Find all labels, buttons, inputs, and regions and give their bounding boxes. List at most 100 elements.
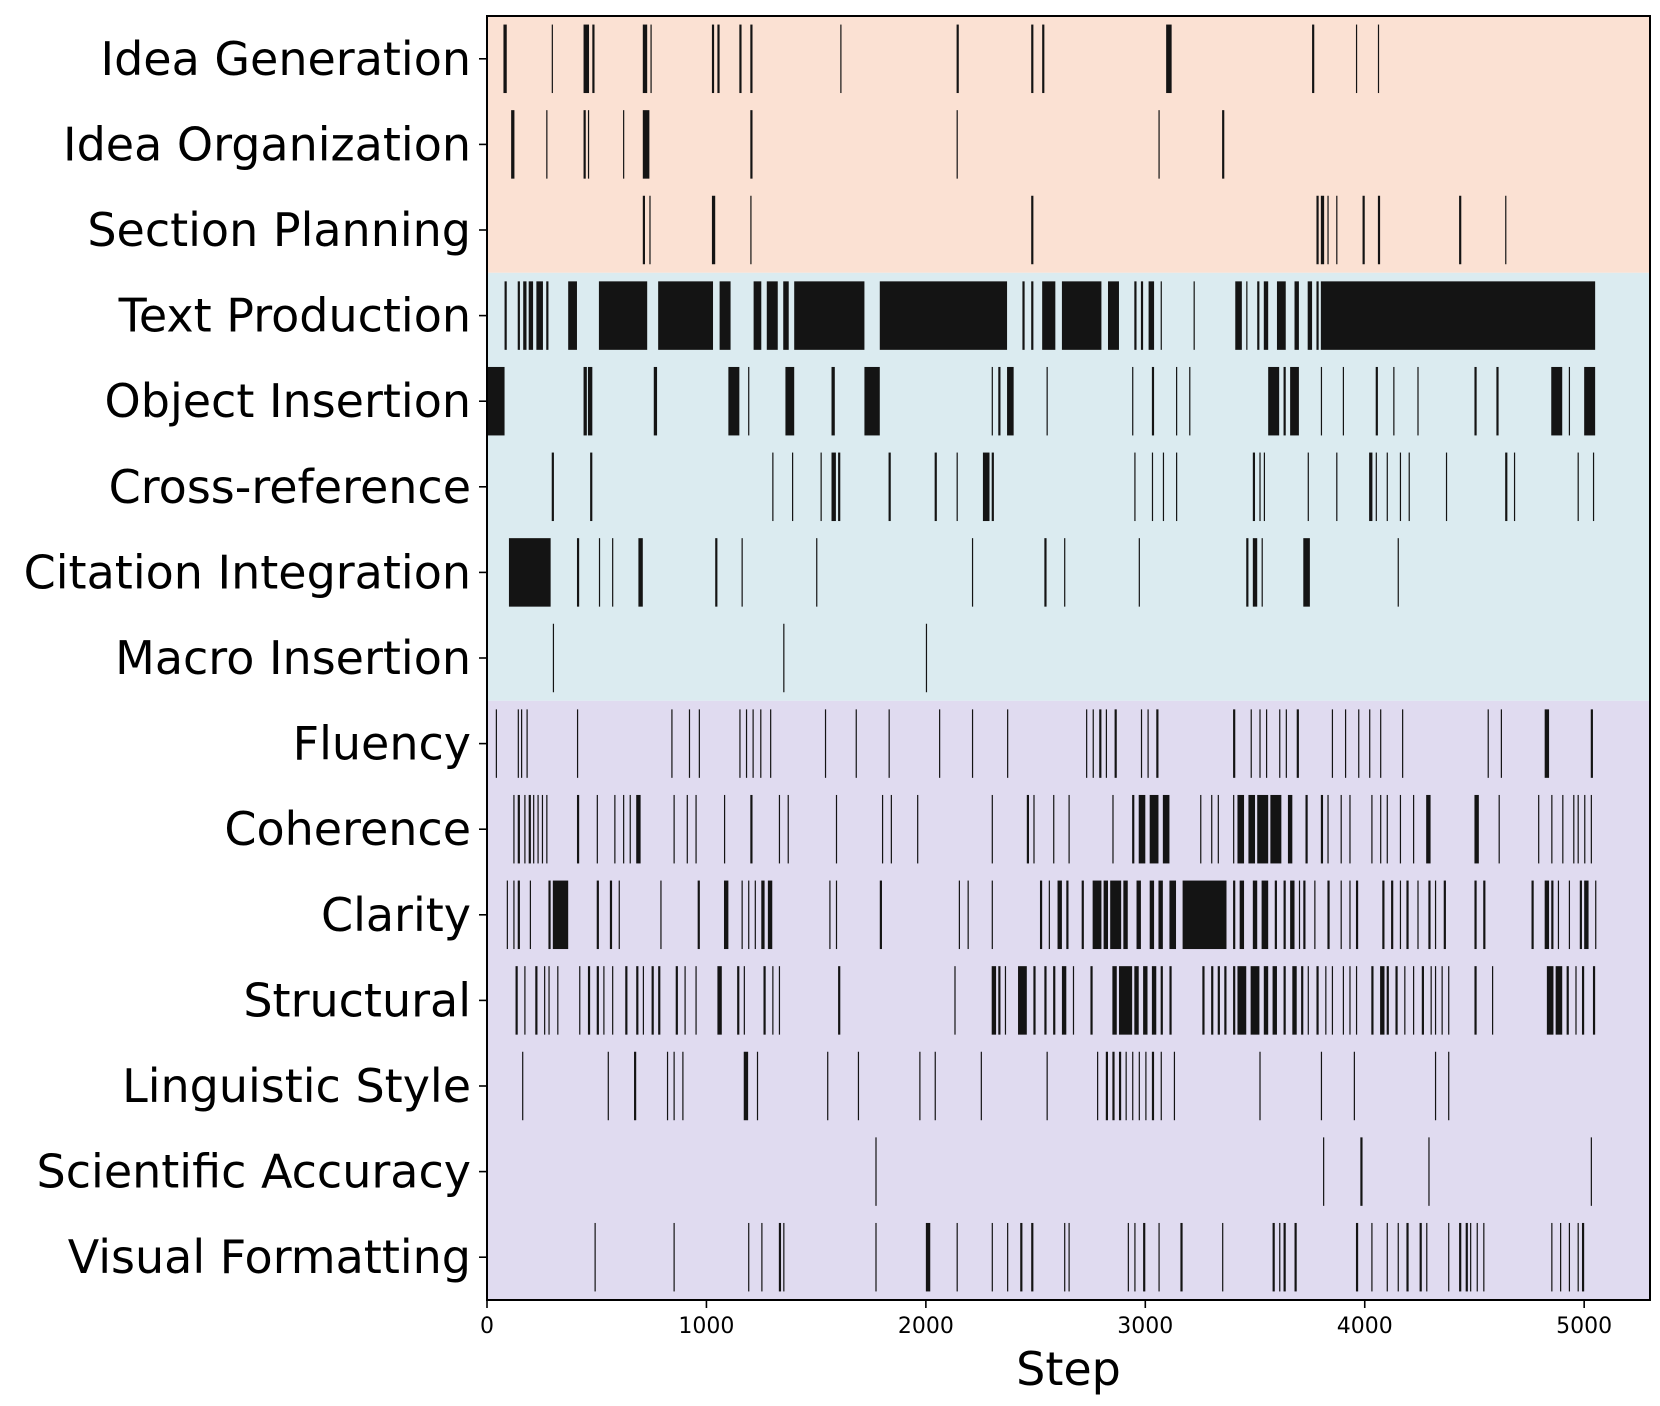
event-mark-fluency bbox=[1265, 709, 1268, 778]
event-mark-visual-formatting bbox=[925, 1222, 931, 1292]
event-mark-linguistic-style bbox=[1112, 1051, 1115, 1121]
event-mark-visual-formatting bbox=[1483, 1222, 1485, 1292]
event-mark-linguistic-style bbox=[827, 1051, 829, 1121]
event-mark-citation-integration bbox=[612, 538, 614, 607]
event-mark-clarity bbox=[958, 880, 960, 950]
event-mark-fluency bbox=[576, 709, 579, 778]
event-mark-linguistic-style bbox=[1353, 1051, 1355, 1121]
event-mark-visual-formatting bbox=[1180, 1222, 1183, 1292]
event-mark-structural bbox=[1118, 966, 1133, 1035]
event-mark-coherence bbox=[1498, 794, 1500, 864]
event-mark-idea-organization bbox=[546, 110, 548, 179]
event-mark-clarity bbox=[1314, 880, 1316, 950]
event-mark-linguistic-style bbox=[1046, 1051, 1048, 1121]
event-mark-structural bbox=[1307, 966, 1309, 1035]
event-mark-clarity bbox=[1182, 880, 1227, 950]
event-mark-structural bbox=[535, 966, 538, 1035]
y-axis: Idea Generation Idea Organization Section … bbox=[24, 32, 487, 1284]
event-mark-scientific-accuracy bbox=[1323, 1137, 1325, 1206]
y-tick-label: Scientific Accuracy bbox=[37, 1145, 471, 1199]
event-mark-visual-formatting bbox=[1279, 1222, 1281, 1292]
event-mark-clarity bbox=[1382, 880, 1385, 950]
event-mark-linguistic-style bbox=[682, 1051, 684, 1121]
event-mark-fluency bbox=[1544, 709, 1550, 778]
event-mark-structural bbox=[1143, 966, 1148, 1035]
event-mark-text-production bbox=[658, 281, 714, 350]
event-mark-section-planning bbox=[1031, 195, 1034, 265]
event-mark-structural bbox=[625, 966, 628, 1035]
event-mark-coherence bbox=[1349, 794, 1351, 864]
event-mark-structural bbox=[1434, 966, 1437, 1035]
event-mark-clarity bbox=[1327, 880, 1330, 950]
event-mark-coherence bbox=[513, 794, 515, 864]
event-mark-structural bbox=[1342, 966, 1344, 1035]
event-mark-idea-generation bbox=[503, 24, 507, 94]
event-mark-structural bbox=[1134, 966, 1139, 1035]
event-mark-fluency bbox=[1105, 709, 1108, 778]
event-mark-text-production bbox=[504, 281, 507, 350]
event-mark-idea-organization bbox=[587, 110, 590, 179]
event-mark-structural bbox=[1004, 966, 1007, 1035]
event-mark-cross-reference bbox=[1592, 452, 1595, 522]
event-mark-structural bbox=[1566, 966, 1569, 1035]
event-mark-structural bbox=[684, 966, 686, 1035]
event-mark-citation-integration bbox=[971, 538, 974, 607]
event-mark-coherence bbox=[636, 794, 641, 864]
event-mark-cross-reference bbox=[1162, 452, 1165, 522]
event-mark-structural bbox=[1331, 966, 1334, 1035]
event-mark-text-production bbox=[1320, 281, 1596, 350]
event-mark-section-planning bbox=[1505, 195, 1507, 265]
x-axis: 0 1000 2000 3000 4000 5000 bbox=[480, 1300, 1612, 1339]
y-tick-label: Linguistic Style bbox=[122, 1059, 471, 1113]
y-tick-label: Fluency bbox=[293, 717, 471, 771]
event-mark-coherence bbox=[596, 794, 598, 864]
event-mark-fluency bbox=[1285, 709, 1287, 778]
event-mark-clarity bbox=[1274, 880, 1277, 950]
event-mark-linguistic-style bbox=[743, 1051, 749, 1121]
event-mark-cross-reference bbox=[1408, 452, 1410, 522]
event-mark-clarity bbox=[879, 880, 882, 950]
event-mark-section-planning bbox=[642, 195, 645, 265]
event-mark-clarity bbox=[1551, 880, 1554, 950]
event-mark-idea-generation bbox=[1031, 24, 1034, 94]
event-mark-cross-reference bbox=[792, 452, 794, 522]
event-mark-structural bbox=[1292, 966, 1297, 1035]
y-tick-label: Coherence bbox=[224, 802, 471, 856]
event-mark-coherence bbox=[1386, 794, 1388, 864]
event-mark-object-insertion bbox=[785, 366, 795, 436]
event-mark-idea-generation bbox=[750, 24, 753, 94]
event-mark-object-insertion bbox=[487, 366, 505, 436]
event-mark-coherence bbox=[537, 794, 539, 864]
event-mark-structural bbox=[642, 966, 644, 1035]
event-mark-fluency bbox=[770, 709, 772, 778]
event-mark-visual-formatting bbox=[1560, 1222, 1562, 1292]
event-mark-visual-formatting bbox=[1465, 1222, 1468, 1292]
event-mark-clarity bbox=[1233, 880, 1236, 950]
event-mark-citation-integration bbox=[1044, 538, 1047, 607]
event-mark-clarity bbox=[548, 880, 551, 950]
event-mark-coherence bbox=[1538, 794, 1540, 864]
event-mark-citation-integration bbox=[715, 538, 718, 607]
event-mark-text-production bbox=[1022, 281, 1025, 350]
y-tick-label: Structural bbox=[243, 973, 471, 1027]
event-mark-coherence bbox=[917, 794, 919, 864]
event-mark-fluency bbox=[1007, 709, 1009, 778]
event-mark-coherence bbox=[1237, 794, 1245, 864]
event-mark-cross-reference bbox=[1307, 452, 1309, 522]
event-mark-visual-formatting bbox=[956, 1222, 958, 1292]
event-mark-coherence bbox=[787, 794, 789, 864]
event-mark-coherence bbox=[1380, 794, 1382, 864]
event-mark-clarity bbox=[748, 880, 750, 950]
event-mark-visual-formatting bbox=[778, 1222, 782, 1292]
event-mark-clarity bbox=[1434, 880, 1437, 950]
group-bands bbox=[487, 16, 1650, 1300]
event-mark-text-production bbox=[719, 281, 731, 350]
event-mark-clarity bbox=[1081, 880, 1084, 950]
event-mark-clarity bbox=[1443, 880, 1446, 950]
event-marks bbox=[487, 24, 1597, 1292]
event-mark-clarity bbox=[1066, 880, 1069, 950]
event-mark-structural bbox=[1072, 966, 1075, 1035]
event-mark-structural bbox=[1492, 966, 1494, 1035]
event-mark-citation-integration bbox=[1064, 538, 1066, 607]
event-mark-visual-formatting bbox=[783, 1222, 785, 1292]
